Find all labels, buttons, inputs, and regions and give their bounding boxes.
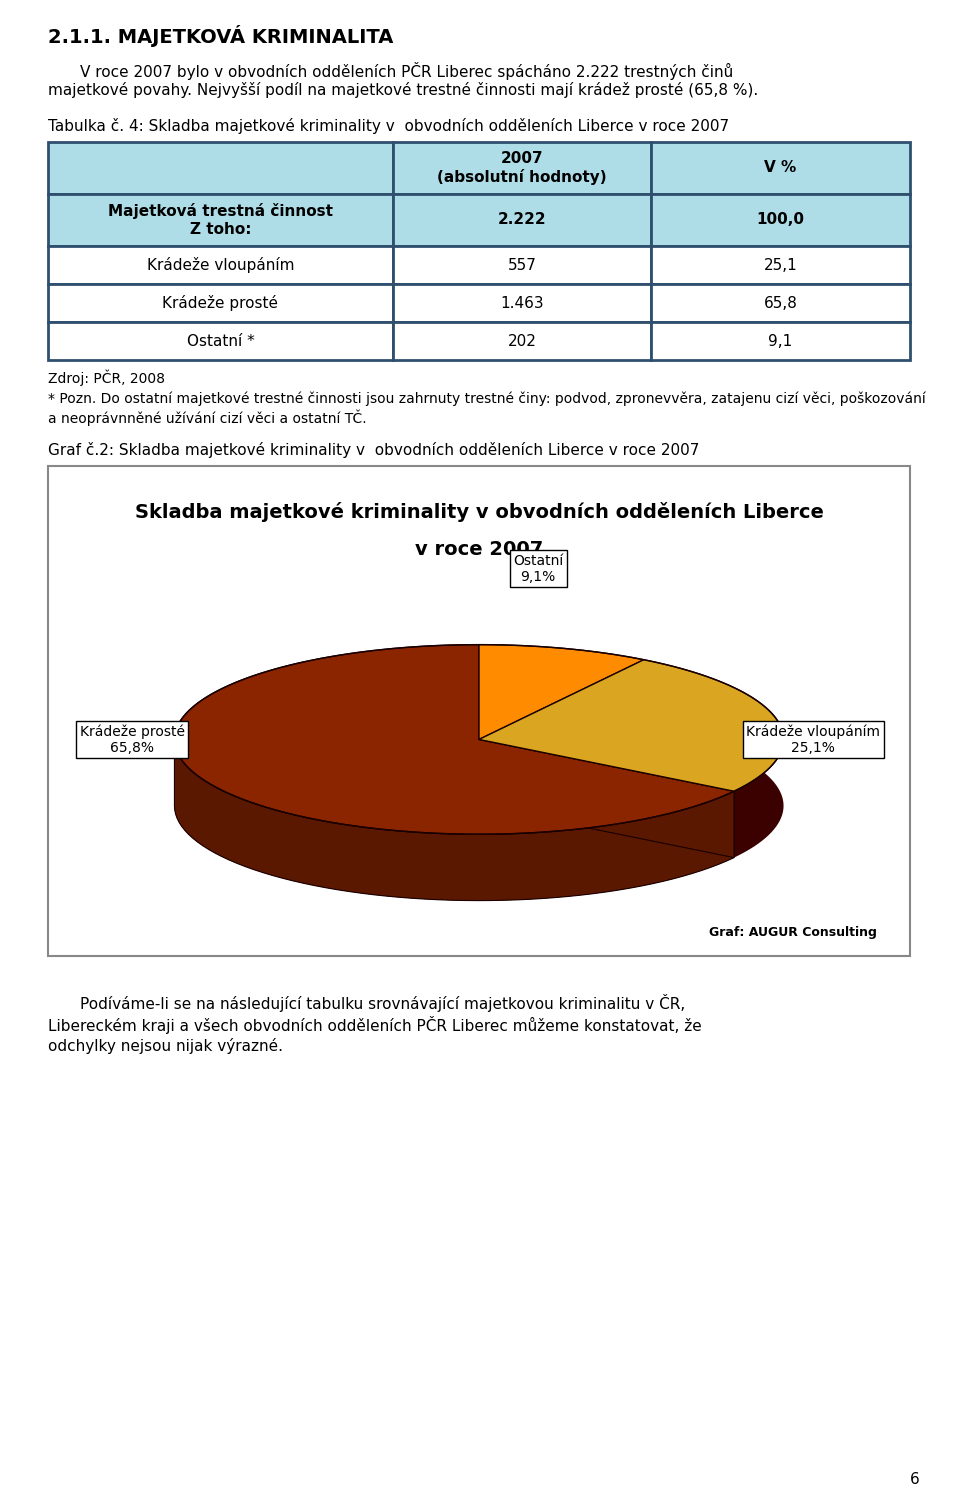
Bar xyxy=(48,194,393,246)
Text: Tabulka č. 4: Skladba majetkové kriminality v  obvodních odděleních Liberce v ro: Tabulka č. 4: Skladba majetkové kriminal… xyxy=(48,118,730,134)
Bar xyxy=(393,283,651,322)
Bar xyxy=(48,466,910,955)
Text: Graf: AUGUR Consulting: Graf: AUGUR Consulting xyxy=(708,925,876,939)
Text: odchylky nejsou nijak výrazné.: odchylky nejsou nijak výrazné. xyxy=(48,1038,283,1053)
Text: 557: 557 xyxy=(508,258,537,273)
Text: a neoprávnněné užívání cizí věci a ostatní TČ.: a neoprávnněné užívání cizí věci a ostat… xyxy=(48,410,367,426)
Text: 2.222: 2.222 xyxy=(497,212,546,228)
Text: Zdroj: PČR, 2008: Zdroj: PČR, 2008 xyxy=(48,371,165,386)
Text: Graf č.2: Skladba majetkové kriminality v  obvodních odděleních Liberce v roce 2: Graf č.2: Skladba majetkové kriminality … xyxy=(48,442,700,458)
Bar xyxy=(48,142,393,194)
Text: 202: 202 xyxy=(508,333,537,348)
Text: 1.463: 1.463 xyxy=(500,295,543,310)
Polygon shape xyxy=(175,645,734,835)
Polygon shape xyxy=(479,740,734,857)
Polygon shape xyxy=(175,740,734,901)
Text: Krádeže prosté
65,8%: Krádeže prosté 65,8% xyxy=(80,723,184,755)
Text: Krádeže vloupáním
25,1%: Krádeže vloupáním 25,1% xyxy=(746,723,880,755)
Text: 6: 6 xyxy=(910,1472,920,1487)
Text: Krádeže vloupáním: Krádeže vloupáním xyxy=(147,258,295,273)
Text: 100,0: 100,0 xyxy=(756,212,804,228)
Polygon shape xyxy=(175,711,783,901)
Text: 2007
(absolutní hodnoty): 2007 (absolutní hodnoty) xyxy=(437,151,607,185)
Polygon shape xyxy=(479,660,783,791)
Bar xyxy=(393,246,651,283)
Text: V roce 2007 bylo v obvodních odděleních PČR Liberec spácháno 2.222 trestných čin: V roce 2007 bylo v obvodních odděleních … xyxy=(80,62,733,80)
Bar xyxy=(651,283,910,322)
Text: 65,8: 65,8 xyxy=(763,295,798,310)
Text: Majetková trestná činnost
Z toho:: Majetková trestná činnost Z toho: xyxy=(108,203,333,237)
Bar xyxy=(651,142,910,194)
Text: 9,1: 9,1 xyxy=(768,333,793,348)
Text: * Pozn. Do ostatní majetkové trestné činnosti jsou zahrnuty trestné činy: podvod: * Pozn. Do ostatní majetkové trestné čin… xyxy=(48,392,925,407)
Bar xyxy=(651,322,910,360)
Text: 25,1: 25,1 xyxy=(763,258,798,273)
Polygon shape xyxy=(479,645,644,740)
Text: Skladba majetkové kriminality v obvodních odděleních Liberce: Skladba majetkové kriminality v obvodníc… xyxy=(134,502,824,523)
Text: Krádeže prosté: Krádeže prosté xyxy=(162,295,278,310)
Text: majetkové povahy. Nejvyšší podíl na majetkové trestné činnosti mají krádež prost: majetkové povahy. Nejvyšší podíl na maje… xyxy=(48,81,758,98)
Bar xyxy=(48,246,393,283)
Bar xyxy=(393,322,651,360)
Bar xyxy=(48,283,393,322)
Text: Libereckém kraji a všech obvodních odděleních PČR Liberec můžeme konstatovat, že: Libereckém kraji a všech obvodních odděl… xyxy=(48,1016,702,1034)
Bar xyxy=(393,142,651,194)
Bar xyxy=(651,246,910,283)
Text: 2.1.1. MAJETKOVÁ KRIMINALITA: 2.1.1. MAJETKOVÁ KRIMINALITA xyxy=(48,26,394,47)
Text: v roce 2007: v roce 2007 xyxy=(415,541,543,559)
Bar xyxy=(651,194,910,246)
Text: Ostatní
9,1%: Ostatní 9,1% xyxy=(513,553,564,583)
Text: Ostatní *: Ostatní * xyxy=(186,333,254,348)
Text: V %: V % xyxy=(764,161,797,175)
Bar xyxy=(48,322,393,360)
Bar xyxy=(393,194,651,246)
Text: Podíváme-li se na následující tabulku srovnávající majetkovou kriminalitu v ČR,: Podíváme-li se na následující tabulku sr… xyxy=(80,995,685,1013)
